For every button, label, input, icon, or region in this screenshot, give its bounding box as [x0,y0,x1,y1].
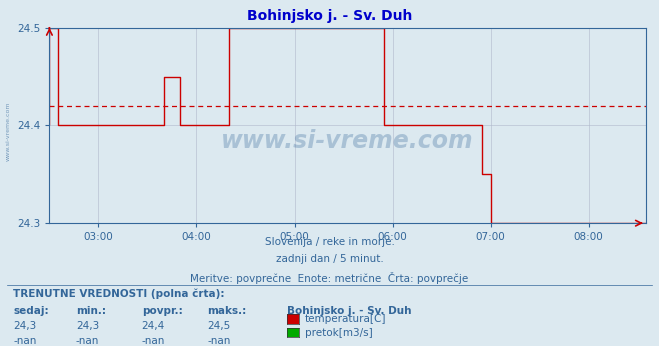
Text: min.:: min.: [76,306,106,316]
Text: povpr.:: povpr.: [142,306,183,316]
Text: sedaj:: sedaj: [13,306,49,316]
Text: 24,3: 24,3 [13,321,36,331]
Text: maks.:: maks.: [208,306,247,316]
Text: TRENUTNE VREDNOSTI (polna črta):: TRENUTNE VREDNOSTI (polna črta): [13,289,225,299]
Text: 24,4: 24,4 [142,321,165,331]
Text: -nan: -nan [76,336,99,346]
Text: 24,5: 24,5 [208,321,231,331]
Text: pretok[m3/s]: pretok[m3/s] [305,328,373,337]
Text: www.si-vreme.com: www.si-vreme.com [221,129,474,153]
Text: Bohinjsko j. - Sv. Duh: Bohinjsko j. - Sv. Duh [287,306,411,316]
Text: 24,3: 24,3 [76,321,99,331]
Text: -nan: -nan [208,336,231,346]
Text: Meritve: povprečne  Enote: metrične  Črta: povprečje: Meritve: povprečne Enote: metrične Črta:… [190,272,469,284]
Text: -nan: -nan [142,336,165,346]
Text: temperatura[C]: temperatura[C] [305,314,387,324]
Text: zadnji dan / 5 minut.: zadnji dan / 5 minut. [275,254,384,264]
Text: Slovenija / reke in morje.: Slovenija / reke in morje. [264,237,395,247]
Text: Bohinjsko j. - Sv. Duh: Bohinjsko j. - Sv. Duh [247,9,412,22]
Text: www.si-vreme.com: www.si-vreme.com [5,102,11,161]
Text: -nan: -nan [13,336,36,346]
